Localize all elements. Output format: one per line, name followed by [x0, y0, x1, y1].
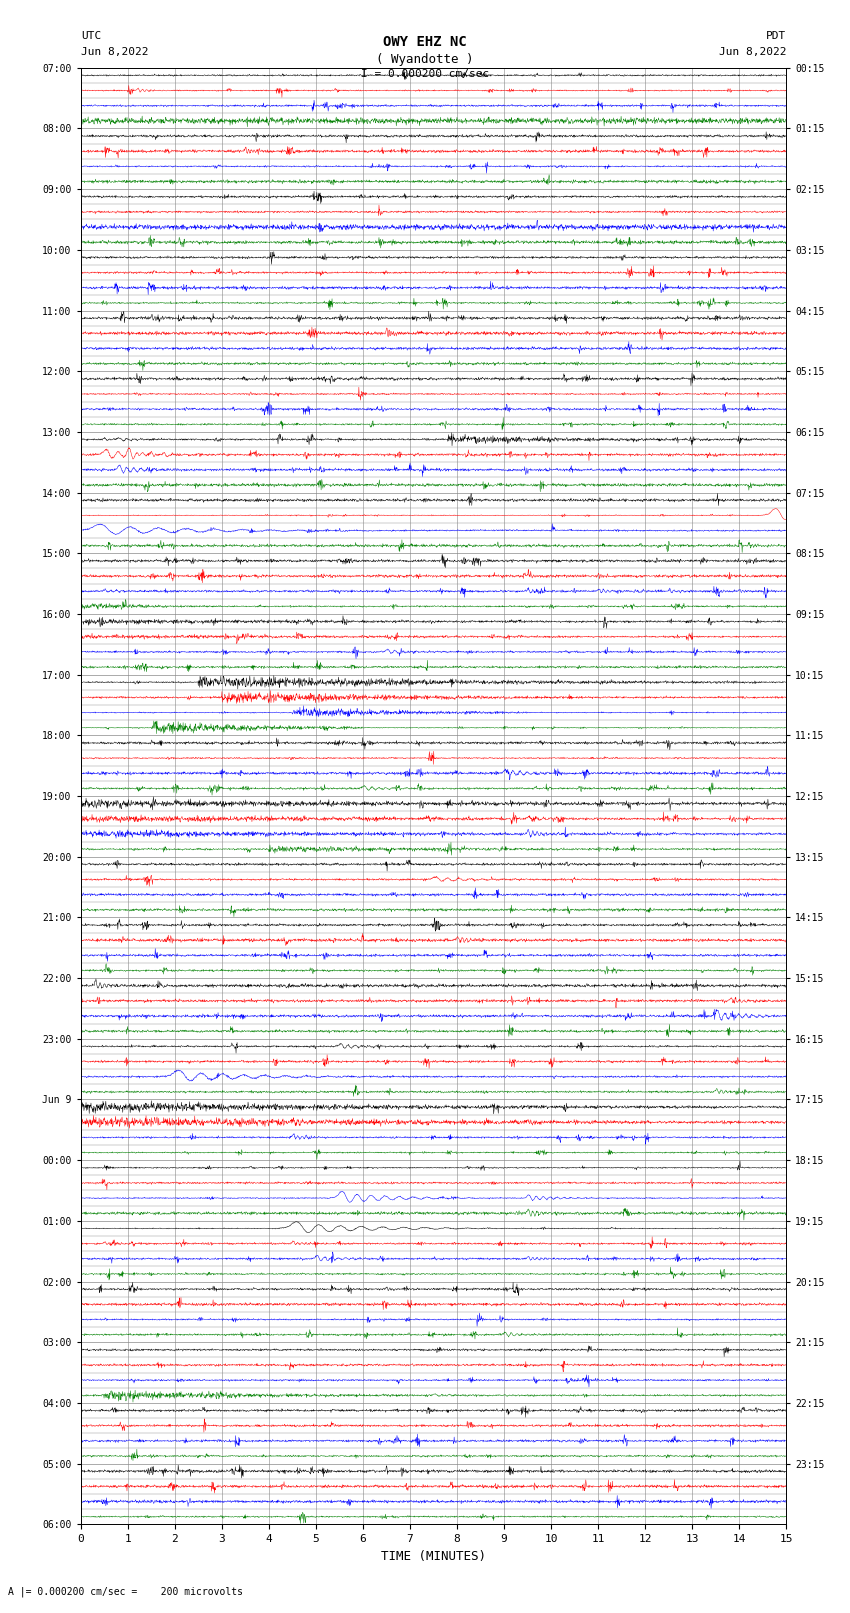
Text: PDT: PDT [766, 31, 786, 40]
Text: UTC: UTC [81, 31, 101, 40]
Text: OWY EHZ NC: OWY EHZ NC [383, 35, 467, 50]
Text: Jun 8,2022: Jun 8,2022 [81, 47, 148, 56]
Text: A |= 0.000200 cm/sec =    200 microvolts: A |= 0.000200 cm/sec = 200 microvolts [8, 1586, 243, 1597]
Text: Jun 8,2022: Jun 8,2022 [719, 47, 786, 56]
X-axis label: TIME (MINUTES): TIME (MINUTES) [381, 1550, 486, 1563]
Text: I = 0.000200 cm/sec: I = 0.000200 cm/sec [361, 69, 489, 79]
Text: ( Wyandotte ): ( Wyandotte ) [377, 53, 473, 66]
